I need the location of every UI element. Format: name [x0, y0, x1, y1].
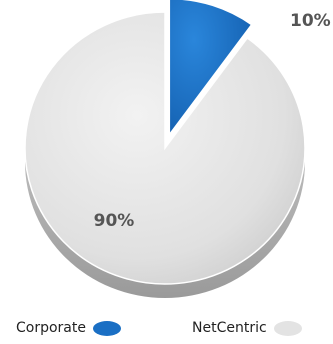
- legend-label-netcentric: NetCentric: [192, 320, 267, 336]
- legend-swatch-corporate: [93, 320, 121, 336]
- data-label-netcentric: 90%: [94, 211, 135, 231]
- data-label-corporate: 10%: [290, 11, 331, 31]
- legend-label-corporate: Corporate: [16, 320, 86, 336]
- pie-slice-corporate: [168, 0, 253, 137]
- legend-item-netcentric: NetCentric: [192, 316, 302, 340]
- legend: Corporate NetCentric: [0, 316, 333, 340]
- pie-slice-netcentric: [24, 11, 306, 285]
- legend-swatch-netcentric: [273, 320, 302, 336]
- legend-item-corporate: Corporate: [16, 316, 121, 340]
